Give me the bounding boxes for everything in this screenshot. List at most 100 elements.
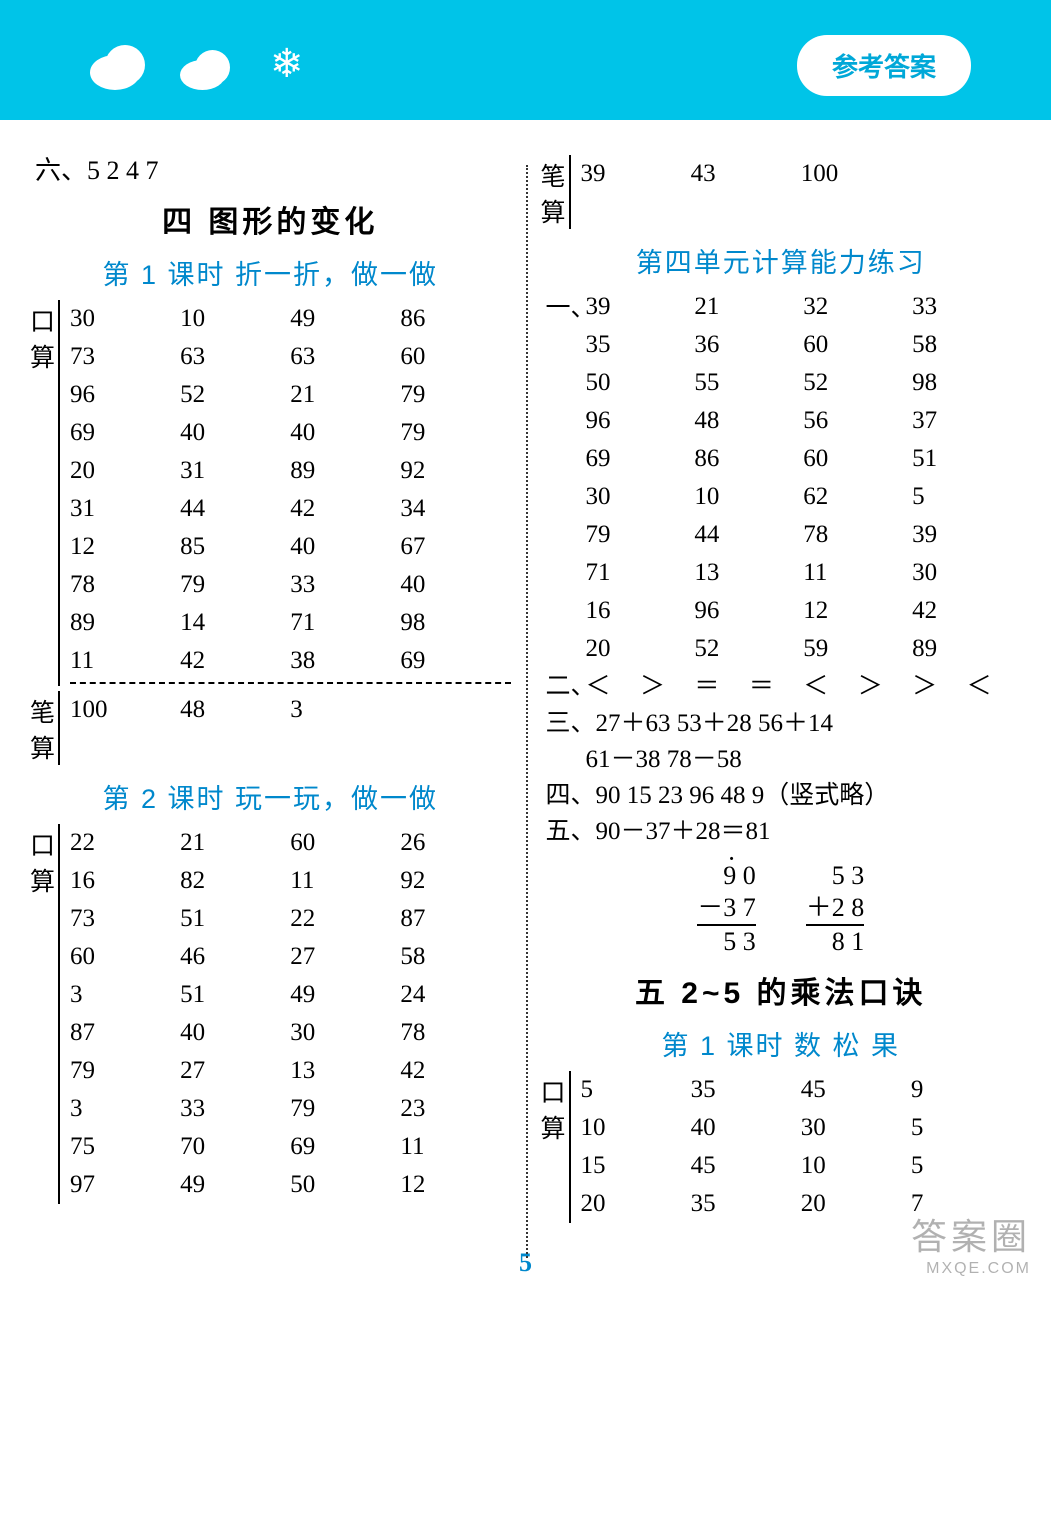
lesson-title: 第 2 课时 玩一玩，做一做 — [30, 777, 511, 816]
calc-row: 78793340 — [70, 566, 511, 604]
calc-cell: 40 — [691, 1109, 801, 1147]
calc-row: 60462758 — [70, 938, 511, 976]
page-header: ❄ 参考答案 — [0, 0, 1051, 120]
calc-cell: 39 — [912, 516, 1021, 554]
calc-cell: 73 — [70, 900, 180, 938]
calc-cell: 75 — [70, 1128, 180, 1166]
calc-cell: 96 — [70, 376, 180, 414]
q1-label: 一、 — [546, 288, 586, 668]
calc-cell: 62 — [803, 478, 912, 516]
calc-cell: 87 — [400, 900, 510, 938]
calc-cell: 58 — [400, 938, 510, 976]
kousuan-label: 口算 — [30, 300, 60, 686]
calc-cell: 97 — [70, 1166, 180, 1204]
calc-cell: 51 — [180, 976, 290, 1014]
calc-cell: 10 — [180, 300, 290, 338]
calc-cell: 49 — [290, 976, 400, 1014]
calc-cell: 52 — [180, 376, 290, 414]
calc-cell: 92 — [400, 452, 510, 490]
q3-line1: 三、27＋63 53＋28 56＋14 — [541, 706, 1022, 742]
calc-cell: 44 — [180, 490, 290, 528]
calc-cell: 39 — [586, 288, 695, 326]
calc-cell: 50 — [290, 1166, 400, 1204]
calc-cell: 3 — [70, 1090, 180, 1128]
calc-cell: 39 — [581, 155, 691, 193]
calc-cell: 11 — [400, 1128, 510, 1166]
calc-cell: 96 — [586, 402, 695, 440]
calc-cell: 40 — [180, 1014, 290, 1052]
calc-cell: 33 — [912, 288, 1021, 326]
calc-cell: 36 — [694, 326, 803, 364]
calc-cell: 34 — [400, 490, 510, 528]
calc-row: 50555298 — [586, 364, 1022, 402]
calc-cell: 35 — [586, 326, 695, 364]
calc-cell: 69 — [70, 414, 180, 452]
watermark-line2: MXQE.COM — [911, 1260, 1031, 1278]
calc-cell: 46 — [180, 938, 290, 976]
calc-cell: 27 — [180, 1052, 290, 1090]
vcalc-r: 5 3 — [697, 924, 756, 958]
calc-cell: 59 — [803, 630, 912, 668]
calc-cell: 12 — [803, 592, 912, 630]
calc-cell: 50 — [586, 364, 695, 402]
calc-cell: 56 — [803, 402, 912, 440]
calc-cell: 21 — [694, 288, 803, 326]
kousuan-label: 口算 — [30, 824, 60, 1204]
calc-cell: 44 — [694, 516, 803, 554]
calc-row: 3943100 — [581, 155, 1022, 193]
calc-cell: 45 — [691, 1147, 801, 1185]
calc-row: 96522179 — [70, 376, 511, 414]
lesson-title: 第 1 课时 数 松 果 — [541, 1024, 1022, 1063]
calc-row: 30104986 — [70, 300, 511, 338]
calc-row: 12854067 — [70, 528, 511, 566]
calc-cell: 33 — [290, 566, 400, 604]
calc-cell: 98 — [400, 604, 510, 642]
calc-cell: 52 — [803, 364, 912, 402]
calc-cell: 49 — [180, 1166, 290, 1204]
calc-row: 3514924 — [70, 976, 511, 1014]
calc-cell: 51 — [180, 900, 290, 938]
calc-cell: 30 — [290, 1014, 400, 1052]
vcalc-1: 9 0 －3 7 5 3 — [697, 860, 756, 958]
right-column: 笔算 3943100 第四单元计算能力练习 一、 392132333536605… — [526, 150, 1022, 1228]
calc-row: 16961242 — [586, 592, 1022, 630]
calc-row: 535459 — [581, 1071, 1022, 1109]
calc-cell: 78 — [803, 516, 912, 554]
calc-cell: 86 — [400, 300, 510, 338]
calc-cell: 27 — [290, 938, 400, 976]
calc-cell: 13 — [694, 554, 803, 592]
chapter-5-title: 五 2~5 的乘法口诀 — [541, 968, 1022, 1012]
calc-cell: 79 — [586, 516, 695, 554]
calc-cell: 86 — [694, 440, 803, 478]
calc-cell: 3 — [290, 691, 400, 729]
calc-cell: 69 — [400, 642, 510, 680]
calc-cell: 89 — [912, 630, 1021, 668]
calc-cell: 63 — [290, 338, 400, 376]
compare-val: ＝ — [694, 668, 748, 706]
calc-cell: 15 — [581, 1147, 691, 1185]
calc-cell: 69 — [586, 440, 695, 478]
unit4-practice-title: 第四单元计算能力练习 — [541, 241, 1022, 280]
compare-val: ＜ — [803, 668, 857, 706]
calc-cell: 63 — [180, 338, 290, 376]
lesson1-kousuan-block: 口算 3010498673636360965221796940407920318… — [30, 300, 511, 686]
lesson2-kousuan-block: 口算 2221602616821192735122876046275835149… — [30, 824, 511, 1204]
calc-cell: 23 — [400, 1090, 510, 1128]
calc-row: 20525989 — [586, 630, 1022, 668]
calc-cell: 22 — [290, 900, 400, 938]
calc-row: 39213233 — [586, 288, 1022, 326]
calc-cell: 79 — [70, 1052, 180, 1090]
calc-row: 79271342 — [70, 1052, 511, 1090]
calc-cell: 52 — [694, 630, 803, 668]
calc-cell: 100 — [801, 155, 911, 193]
calc-cell: 32 — [803, 288, 912, 326]
calc-row: 20318992 — [70, 452, 511, 490]
calc-cell: 5 — [581, 1071, 691, 1109]
calc-cell: 11 — [803, 554, 912, 592]
calc-cell: 71 — [290, 604, 400, 642]
calc-cell — [400, 691, 510, 729]
calc-cell: 16 — [586, 592, 695, 630]
q2-compare-row: 二、 ＜ ＞ ＝ ＝ ＜ ＞ ＞ ＜ — [541, 668, 1022, 706]
calc-cell: 58 — [912, 326, 1021, 364]
calc-cell: 20 — [70, 452, 180, 490]
